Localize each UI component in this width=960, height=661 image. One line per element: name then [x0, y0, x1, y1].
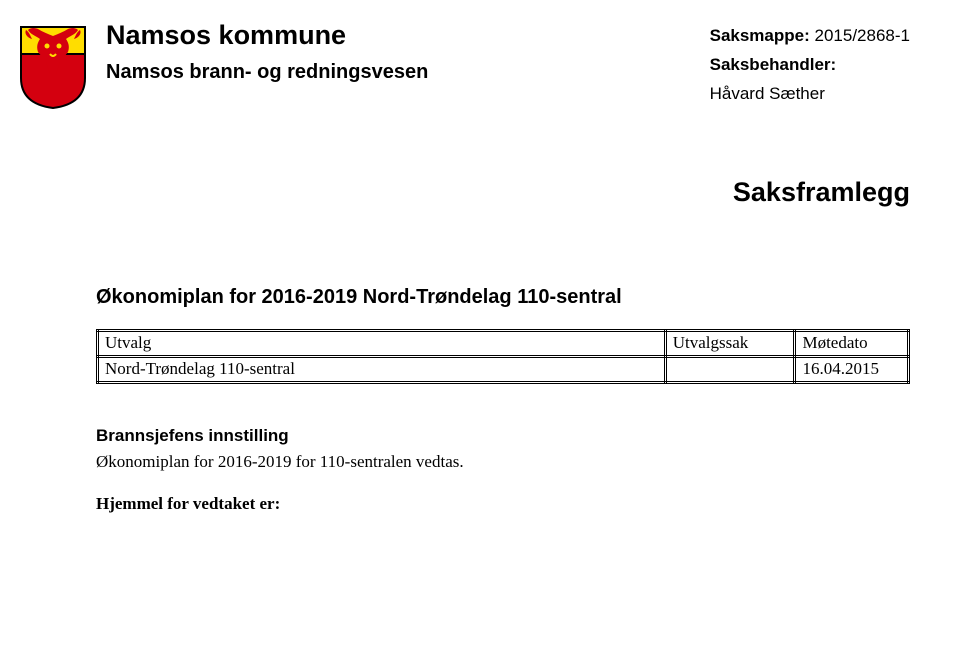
department-name: Namsos brann- og redningsvesen — [106, 61, 710, 84]
innstilling-body: Økonomiplan for 2016-2019 for 110-sentra… — [96, 452, 910, 472]
table-header-row: Utvalg Utvalgssak Møtedato — [98, 331, 909, 357]
plan-title: Økonomiplan for 2016-2019 Nord-Trøndelag… — [96, 286, 910, 309]
saksmappe-value: 2015/2868-1 — [815, 26, 910, 45]
saksbehandler-name: Håvard Sæther — [710, 80, 910, 109]
saksbehandler-label: Saksbehandler: — [710, 51, 910, 80]
document-type-heading: Saksframlegg — [0, 177, 960, 208]
header-title-block: Namsos kommune Namsos brann- og rednings… — [106, 20, 710, 84]
document-header: Namsos kommune Namsos brann- og rednings… — [0, 0, 960, 115]
hjemmel-label: Hjemmel for vedtaket er: — [96, 494, 910, 514]
document-body: Økonomiplan for 2016-2019 Nord-Trøndelag… — [0, 286, 960, 514]
table-header-utvalgssak: Utvalgssak — [665, 331, 795, 357]
municipality-logo — [18, 24, 88, 115]
table-row: Nord-Trøndelag 110-sentral 16.04.2015 — [98, 357, 909, 383]
table-cell-motedato: 16.04.2015 — [795, 357, 909, 383]
table-cell-utvalgssak — [665, 357, 795, 383]
table-header-motedato: Møtedato — [795, 331, 909, 357]
table-header-utvalg: Utvalg — [98, 331, 666, 357]
case-metadata: Saksmappe: 2015/2868-1 Saksbehandler: Hå… — [710, 20, 910, 109]
innstilling-heading: Brannsjefens innstilling — [96, 426, 910, 446]
saksmappe-label: Saksmappe: — [710, 26, 810, 45]
organization-name: Namsos kommune — [106, 20, 710, 51]
table-cell-utvalg: Nord-Trøndelag 110-sentral — [98, 357, 666, 383]
utvalg-table: Utvalg Utvalgssak Møtedato Nord-Trøndela… — [96, 329, 910, 384]
saksmappe-line: Saksmappe: 2015/2868-1 — [710, 22, 910, 51]
